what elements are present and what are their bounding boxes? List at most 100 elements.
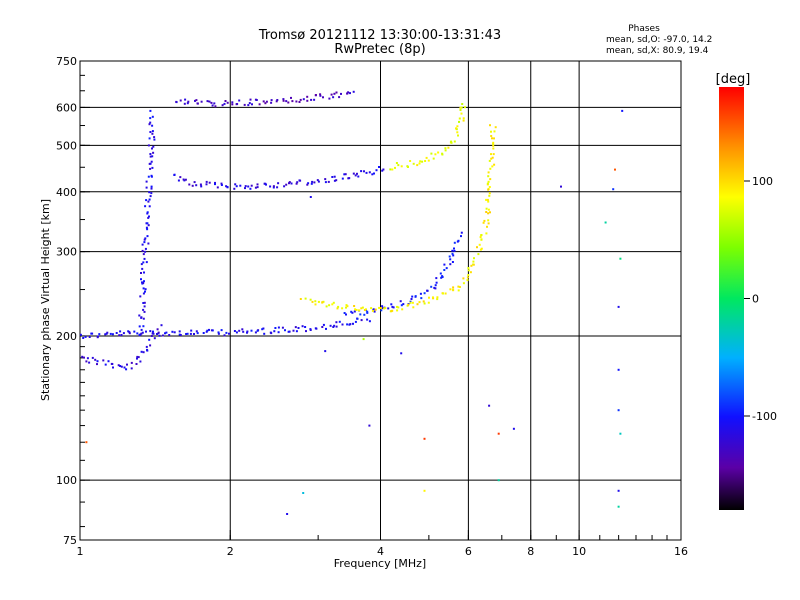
data-point (356, 317, 359, 320)
data-point (493, 163, 496, 166)
data-point (220, 329, 223, 332)
data-point (106, 331, 109, 334)
data-point (485, 198, 488, 201)
data-point (462, 117, 465, 120)
data-point (416, 164, 419, 167)
data-point (153, 337, 156, 340)
data-point (480, 238, 483, 241)
data-point (314, 300, 317, 303)
data-point (338, 96, 341, 99)
data-point (353, 310, 356, 313)
data-point (295, 182, 298, 185)
data-point (422, 300, 425, 303)
data-point (450, 141, 453, 144)
data-point (442, 292, 444, 295)
data-point (239, 184, 242, 187)
data-point (226, 101, 229, 104)
data-point (451, 252, 454, 255)
data-point (324, 178, 327, 181)
data-point (497, 479, 500, 482)
data-point (147, 216, 150, 219)
data-point (489, 167, 492, 170)
data-point (360, 319, 363, 322)
data-point (354, 320, 357, 323)
data-point (380, 309, 383, 312)
data-point (436, 298, 439, 301)
data-point (423, 302, 426, 305)
data-point (313, 98, 316, 101)
data-point (262, 100, 265, 103)
data-point (275, 100, 278, 103)
data-point (402, 303, 405, 306)
data-point (200, 185, 203, 188)
data-point (434, 287, 437, 290)
data-point (341, 177, 344, 180)
data-point (340, 92, 342, 95)
data-point (149, 155, 152, 158)
data-point (368, 424, 371, 427)
data-point (336, 307, 339, 310)
data-point (205, 180, 208, 183)
data-point (150, 185, 153, 188)
data-point (85, 360, 88, 363)
data-point (208, 181, 211, 184)
data-point (462, 282, 465, 285)
data-point (140, 278, 142, 281)
data-point (464, 106, 466, 109)
data-point (196, 332, 199, 335)
data-point (472, 260, 475, 263)
data-point (139, 360, 142, 363)
data-point (111, 333, 114, 336)
data-point (363, 313, 366, 316)
data-point (295, 330, 298, 333)
x-tick-label: 16 (674, 545, 688, 558)
data-point (467, 269, 470, 272)
data-point (332, 96, 335, 99)
data-point (136, 355, 139, 358)
data-point (287, 330, 290, 333)
data-point (249, 98, 252, 101)
data-point (409, 160, 412, 162)
data-point (424, 160, 427, 162)
data-point (145, 345, 148, 348)
data-point (161, 334, 164, 337)
data-point (485, 207, 488, 210)
data-point (141, 267, 144, 270)
data-point (451, 261, 454, 263)
data-point (150, 174, 153, 177)
data-point (220, 184, 223, 186)
data-point (492, 144, 495, 147)
data-point (487, 175, 490, 178)
data-point (453, 140, 456, 143)
data-point (297, 327, 300, 329)
data-point (358, 309, 360, 312)
data-point (149, 117, 152, 120)
data-point (345, 304, 348, 307)
x-tick-label: 4 (377, 545, 384, 558)
data-point (407, 166, 409, 168)
data-point (306, 99, 309, 102)
data-point (146, 349, 149, 352)
data-point (149, 153, 152, 155)
data-point (322, 96, 324, 99)
data-point (145, 261, 148, 264)
data-point (276, 99, 279, 101)
data-point (195, 184, 198, 187)
data-point (343, 173, 346, 176)
data-point (247, 185, 250, 188)
y-tick-label: 600 (56, 101, 77, 114)
data-point (152, 151, 155, 154)
data-point (286, 513, 289, 515)
data-point (383, 307, 386, 310)
data-point (381, 307, 384, 310)
data-point (457, 285, 460, 288)
data-point (214, 183, 216, 186)
data-point (333, 324, 336, 327)
data-point (304, 326, 307, 328)
data-point (283, 185, 286, 188)
data-point (299, 179, 302, 182)
data-point (357, 175, 360, 178)
data-point (364, 308, 367, 311)
data-point (488, 192, 491, 195)
